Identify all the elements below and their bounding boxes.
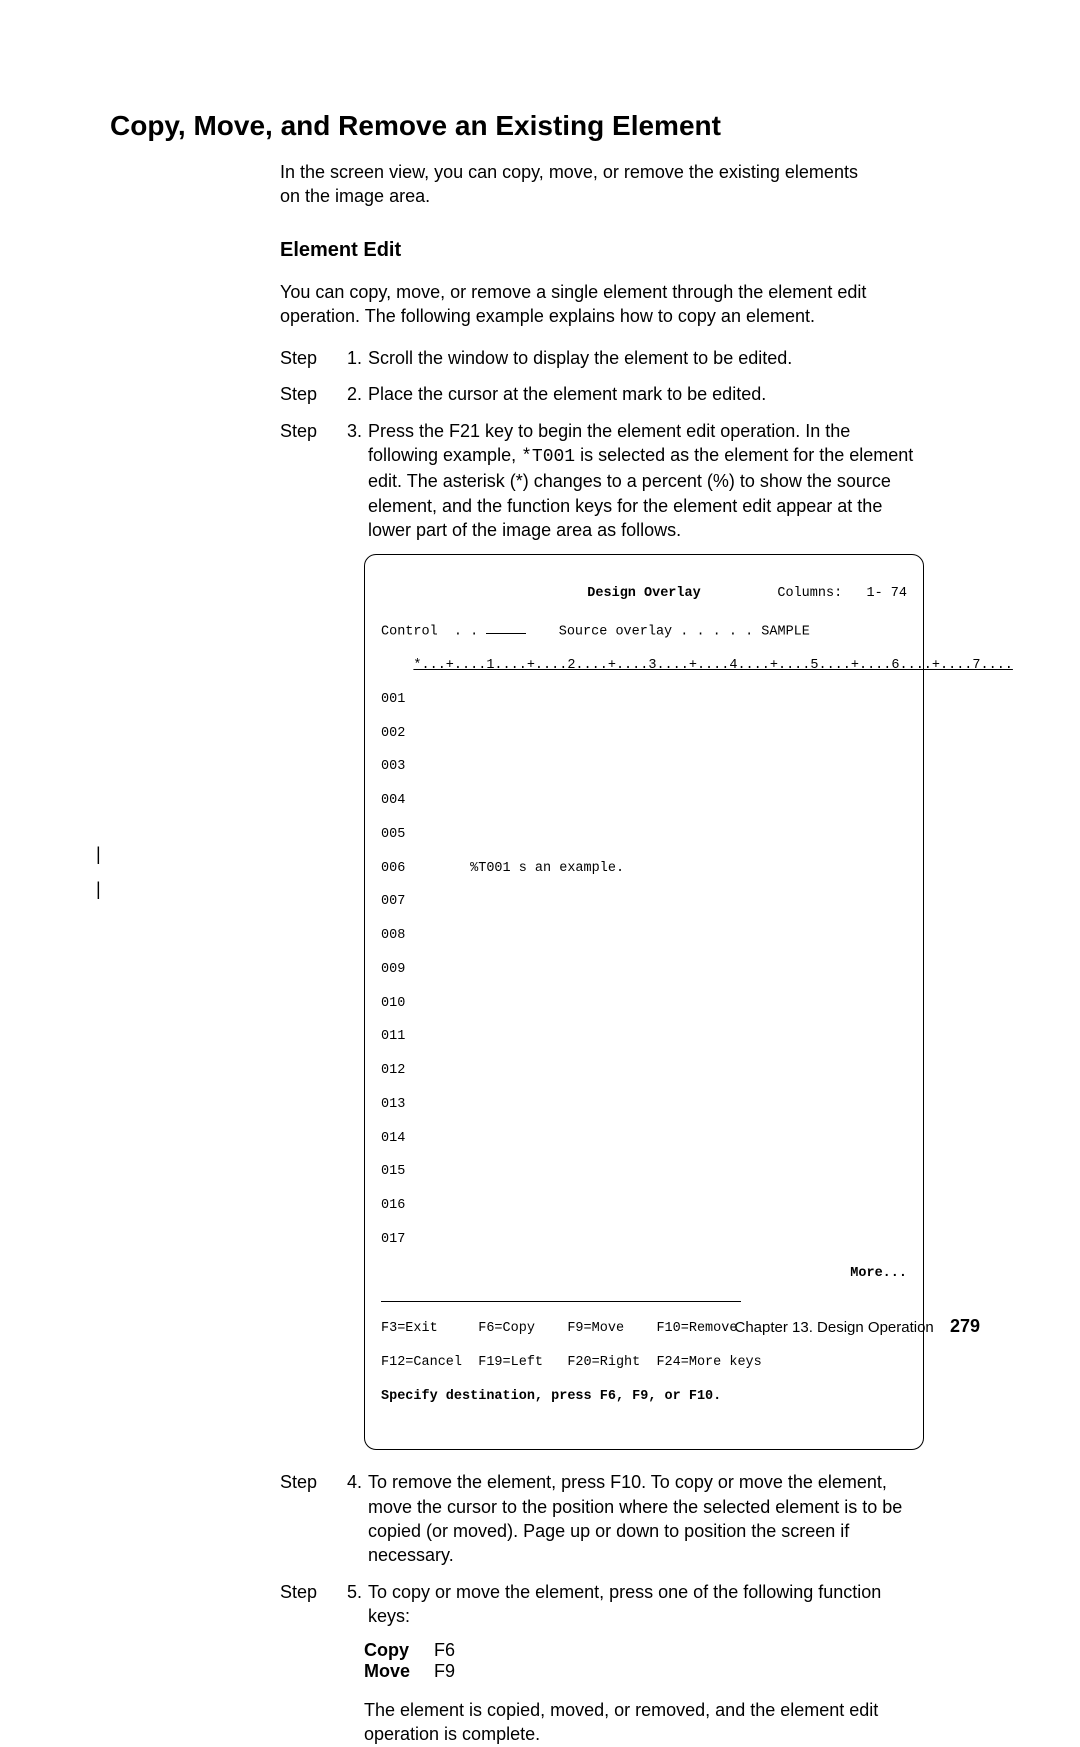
step-4: Step 4. To remove the element, press F10… [280, 1470, 920, 1567]
step-text: Press the F21 key to begin the element e… [368, 419, 920, 542]
inline-code: *T001 [521, 447, 575, 467]
terminal-source-value: SAMPLE [761, 624, 810, 639]
terminal-columns-label: Columns: [777, 586, 842, 601]
key-row-copy: Copy F6 [364, 1640, 980, 1661]
step-text: To copy or move the element, press one o… [368, 1580, 920, 1629]
step-label: Step [280, 419, 334, 542]
terminal-more: More... [381, 1266, 907, 1283]
sub-intro-paragraph: You can copy, move, or remove a single e… [280, 280, 880, 329]
terminal-fkeys-2: F12=Cancel F19=Left F20=Right F24=More k… [381, 1355, 907, 1372]
heading-main: Copy, Move, and Remove an Existing Eleme… [110, 110, 980, 142]
terminal-input-field[interactable] [486, 620, 526, 635]
step-label: Step [280, 1470, 334, 1567]
step-2: Step 2. Place the cursor at the element … [280, 382, 920, 406]
terminal-line: 006 %T001 s an example. [381, 861, 907, 878]
key-row-move: Move F9 [364, 1661, 980, 1682]
step-number: 3. [334, 419, 368, 542]
step-text: Place the cursor at the element mark to … [368, 382, 920, 406]
terminal-line: 002 [381, 726, 907, 743]
step-label: Step [280, 346, 334, 370]
terminal-ruler: *...+....1....+....2....+....3....+....4… [381, 658, 907, 675]
step-number: 1. [334, 346, 368, 370]
key-label: Move [364, 1661, 434, 1682]
step-label: Step [280, 382, 334, 406]
step-text: To remove the element, press F10. To cop… [368, 1470, 920, 1567]
terminal-line: 004 [381, 793, 907, 810]
steps-list-continued: Step 4. To remove the element, press F10… [280, 1470, 980, 1628]
key-label: Copy [364, 1640, 434, 1661]
step-number: 2. [334, 382, 368, 406]
terminal-line: 001 [381, 692, 907, 709]
terminal-hint: Specify destination, press F6, F9, or F1… [381, 1389, 907, 1406]
intro-paragraph: In the screen view, you can copy, move, … [280, 160, 880, 209]
revision-bar-icon: | [96, 879, 101, 900]
terminal-columns-value: 1- 74 [867, 586, 908, 601]
key-value: F6 [434, 1640, 455, 1661]
revision-bar-icon: | [96, 844, 101, 865]
step-number: 5. [334, 1580, 368, 1629]
footer-chapter: Chapter 13. Design Operation [734, 1319, 933, 1336]
terminal-line: 013 [381, 1097, 907, 1114]
terminal-line: 015 [381, 1164, 907, 1181]
step-3: Step 3. Press the F21 key to begin the e… [280, 419, 920, 542]
heading-sub: Element Edit [280, 239, 980, 262]
terminal-line: 008 [381, 928, 907, 945]
key-table: Copy F6 Move F9 [364, 1640, 980, 1682]
footer-page-number: 279 [950, 1316, 980, 1336]
key-value: F9 [434, 1661, 455, 1682]
terminal-ruler-text: *...+....1....+....2....+....3....+....4… [413, 658, 1013, 675]
terminal-line: 016 [381, 1198, 907, 1215]
terminal-row-control: Control . . Source overlay . . . . . SAM… [381, 620, 907, 641]
page-footer: Chapter 13. Design Operation 279 [734, 1316, 980, 1337]
terminal-line: 014 [381, 1131, 907, 1148]
terminal-line: 007 [381, 894, 907, 911]
terminal-title-row: Design Overlay Columns: 1- 74 [381, 586, 907, 603]
step-number: 4. [334, 1470, 368, 1567]
step-label: Step [280, 1580, 334, 1629]
closing-paragraph: The element is copied, moved, or removed… [364, 1698, 924, 1747]
terminal-line: 011 [381, 1029, 907, 1046]
terminal-line: 012 [381, 1063, 907, 1080]
terminal-divider [381, 1301, 741, 1302]
step-1: Step 1. Scroll the window to display the… [280, 346, 920, 370]
terminal-source-label: Source overlay . . . . . [559, 624, 753, 639]
step-text: Scroll the window to display the element… [368, 346, 920, 370]
steps-list: Step 1. Scroll the window to display the… [280, 346, 980, 542]
terminal-control-label: Control . . [381, 624, 478, 639]
terminal-title: Design Overlay [587, 586, 700, 603]
page: Copy, Move, and Remove an Existing Eleme… [0, 0, 1080, 1397]
terminal-line: 017 [381, 1232, 907, 1249]
step-5: Step 5. To copy or move the element, pre… [280, 1580, 920, 1629]
terminal-line: 010 [381, 996, 907, 1013]
terminal-line: 009 [381, 962, 907, 979]
terminal-line: 005 [381, 827, 907, 844]
terminal-line: 003 [381, 759, 907, 776]
